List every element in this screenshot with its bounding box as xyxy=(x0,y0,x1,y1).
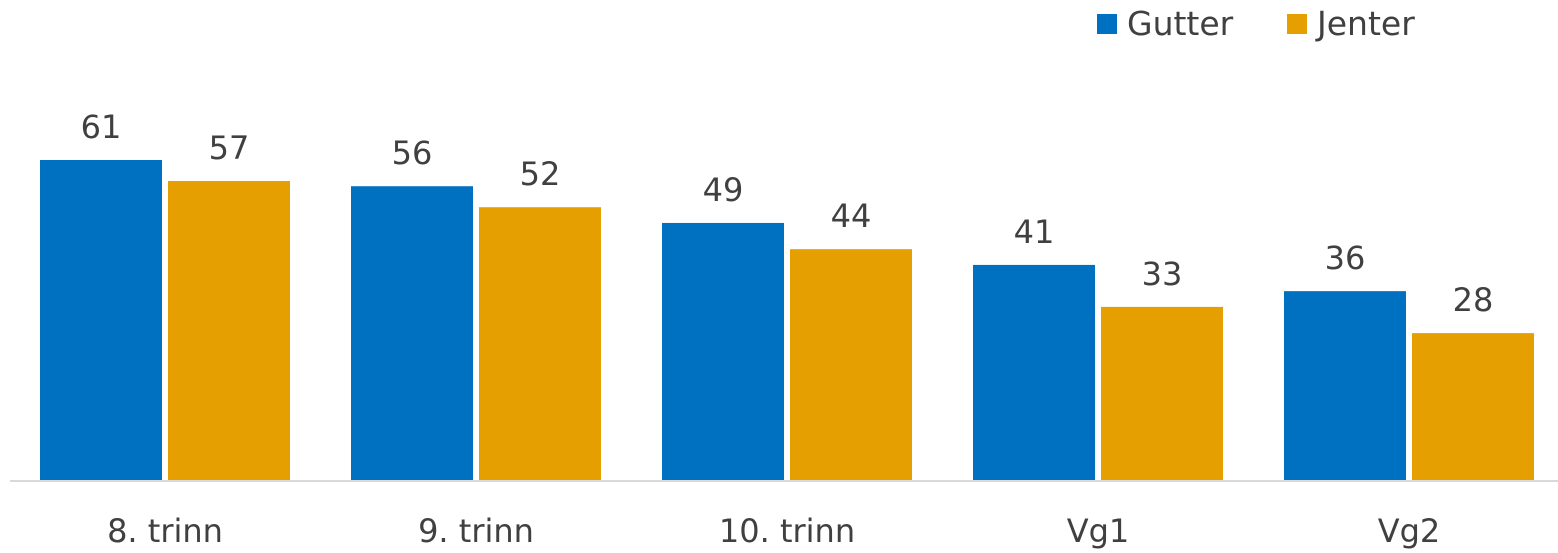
bar-jenter-4 xyxy=(1412,333,1534,480)
data-label-gutter-0: 61 xyxy=(81,108,122,146)
legend-label-gutter: Gutter xyxy=(1127,4,1234,43)
data-label-gutter-3: 41 xyxy=(1014,213,1055,251)
x-tick-label-3: Vg1 xyxy=(1067,512,1130,550)
legend-label-jenter: Jenter xyxy=(1315,4,1415,43)
bar-gutter-0 xyxy=(40,160,162,480)
bar-gutter-3 xyxy=(973,264,1095,480)
data-label-gutter-2: 49 xyxy=(703,171,744,209)
bar-jenter-2 xyxy=(790,249,912,480)
bar-jenter-1 xyxy=(479,207,601,480)
x-tick-label-4: Vg2 xyxy=(1378,512,1441,550)
category-labels-group: 8. trinn 9. trinn 10. trinn Vg1 Vg2 xyxy=(107,512,1440,550)
chart-legend: Gutter Jenter xyxy=(1097,4,1415,43)
data-label-jenter-4: 28 xyxy=(1453,281,1494,319)
bar-gutter-4 xyxy=(1284,291,1406,480)
x-tick-label-2: 10. trinn xyxy=(719,512,855,550)
bar-jenter-0 xyxy=(168,180,290,480)
value-labels-group: 61 57 56 52 49 44 41 33 36 28 xyxy=(81,108,1494,319)
data-label-gutter-4: 36 xyxy=(1325,239,1366,277)
legend-swatch-jenter xyxy=(1287,14,1307,34)
x-tick-label-0: 8. trinn xyxy=(107,512,223,550)
x-tick-label-1: 9. trinn xyxy=(418,512,534,550)
legend-swatch-gutter xyxy=(1097,14,1117,34)
data-label-jenter-1: 52 xyxy=(520,155,561,193)
data-label-jenter-3: 33 xyxy=(1142,255,1183,293)
bar-gutter-2 xyxy=(662,222,784,481)
data-label-gutter-1: 56 xyxy=(392,134,433,172)
data-label-jenter-0: 57 xyxy=(209,129,250,167)
bar-gutter-1 xyxy=(351,186,473,481)
bars-group xyxy=(40,160,1534,481)
data-label-jenter-2: 44 xyxy=(831,197,872,235)
bar-jenter-3 xyxy=(1101,306,1223,480)
